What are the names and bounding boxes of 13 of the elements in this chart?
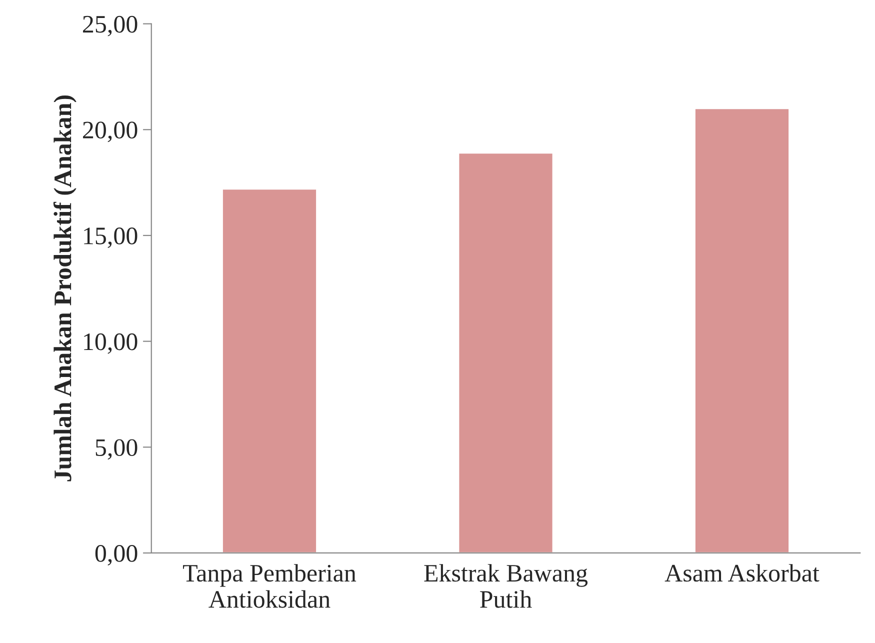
y-tick-label: 15,00 — [84, 228, 138, 248]
y-tick-label: 20,00 — [83, 122, 138, 142]
bar — [694, 108, 790, 553]
y-tick-label: 25,00 — [83, 16, 138, 36]
x-tick-label: Ekstrak Bawang Putih — [424, 564, 588, 608]
x-tick-label: Asam Askorbat — [664, 564, 820, 582]
y-tick-label: 10,00 — [84, 333, 138, 354]
bar — [222, 188, 318, 553]
bar — [458, 152, 554, 553]
x-tick-label: Tanpa Pemberian Antioksidan — [183, 564, 356, 608]
y-tick-label: 5,00 — [96, 439, 138, 460]
y-axis-title: Jumlah Anakan Produktif (Anakan) — [53, 96, 76, 482]
y-tick-label: 0,00 — [95, 545, 138, 566]
